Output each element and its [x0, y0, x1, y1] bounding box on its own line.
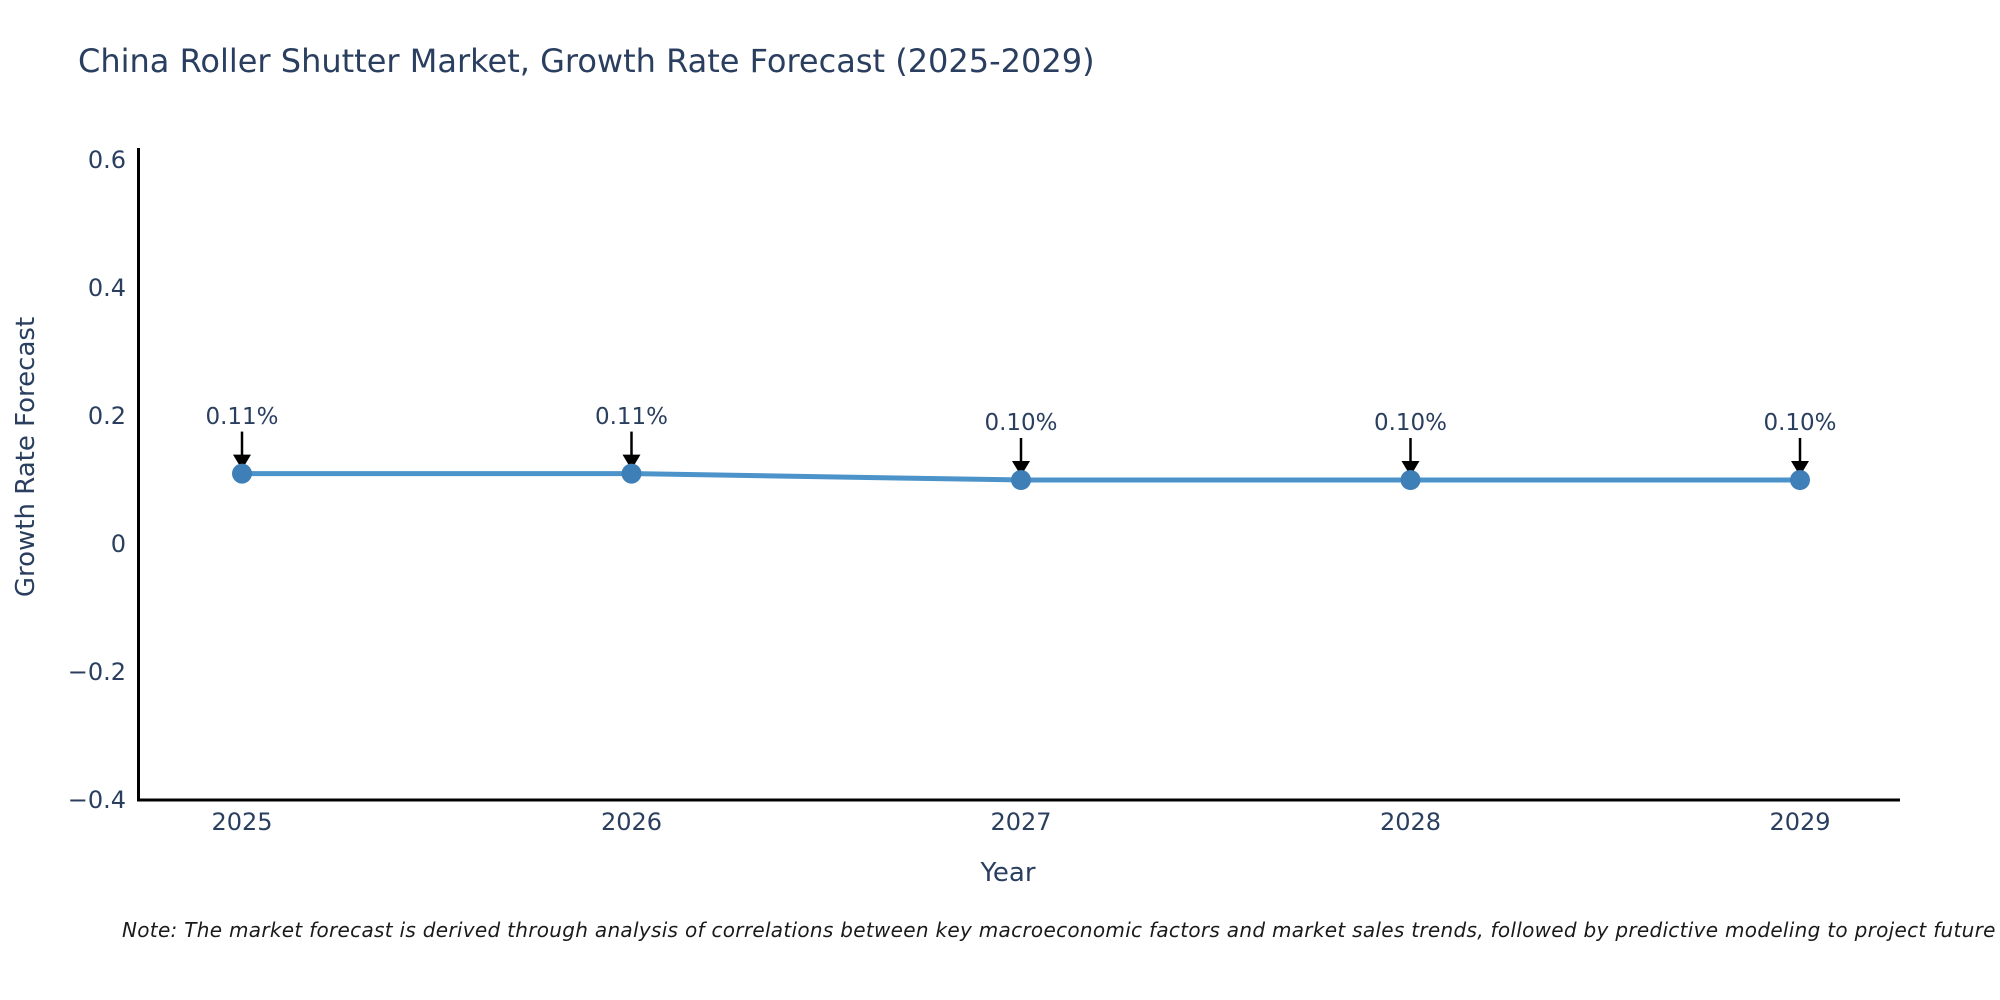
x-axis-title: Year [980, 858, 1036, 888]
data-point-marker [1011, 470, 1031, 490]
x-tick-label: 2027 [990, 808, 1052, 836]
y-axis-title: Growth Rate Forecast [11, 316, 41, 598]
x-tick-label: 2028 [1379, 808, 1442, 836]
y-tick-label: −0.4 [67, 786, 126, 814]
footnote: Note: The market forecast is derived thr… [122, 918, 2000, 942]
annotation-label: 0.10% [1373, 410, 1448, 436]
annotation-arrow-head [1791, 461, 1809, 476]
x-tick-label: 2025 [211, 808, 273, 836]
annotation-label: 0.10% [984, 410, 1058, 436]
annotation-arrow-head [622, 454, 641, 470]
y-tick-label: 0.6 [87, 146, 126, 174]
data-point-marker [1790, 470, 1810, 490]
annotation-arrow-head [233, 454, 251, 470]
x-tick-label: 2026 [600, 808, 663, 836]
x-tick-label: 2029 [1769, 808, 1831, 836]
data-point-marker [232, 463, 252, 484]
annotation-label: 0.11% [205, 403, 279, 430]
chart-title: China Roller Shutter Market, Growth Rate… [78, 42, 1095, 80]
y-tick-label: −0.2 [67, 658, 126, 686]
annotation-arrow-head [1012, 461, 1030, 476]
data-point-marker [621, 463, 642, 484]
annotation-label: 0.11% [594, 403, 669, 430]
annotation-label: 0.10% [1763, 410, 1837, 436]
annotation-arrow-head [1401, 461, 1420, 476]
y-tick-label: 0.4 [87, 274, 126, 302]
y-tick-label: 0 [110, 530, 126, 558]
y-tick-label: 0.2 [87, 402, 126, 430]
data-point-marker [1400, 470, 1421, 490]
